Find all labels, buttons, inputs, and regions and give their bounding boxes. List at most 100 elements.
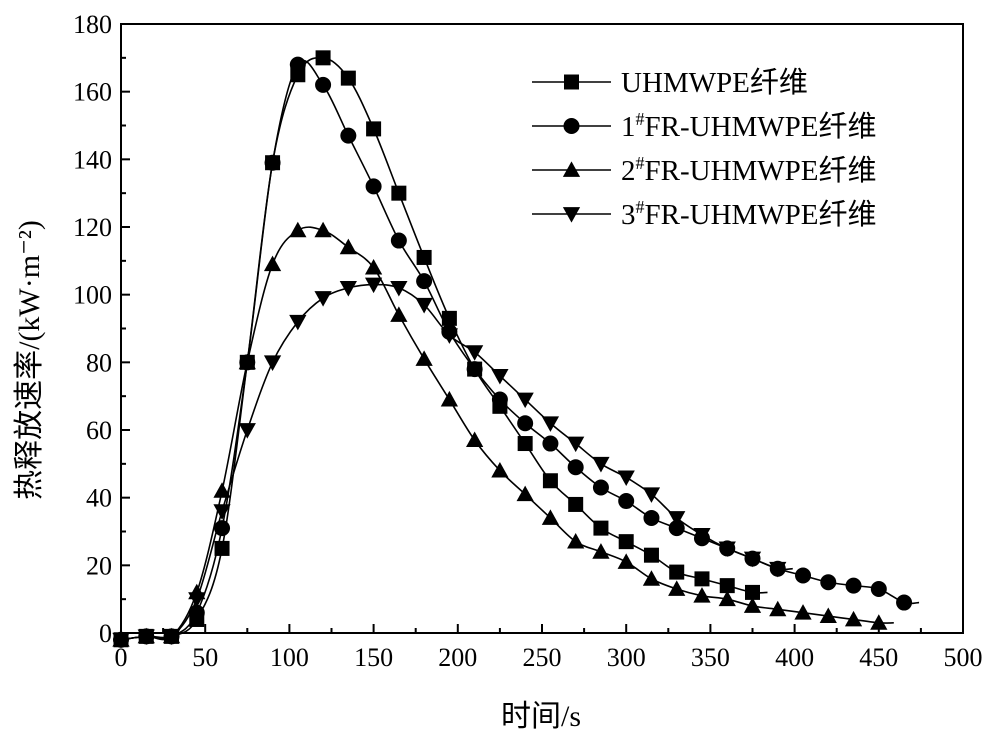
data-point — [617, 470, 635, 486]
y-tick-label: 100 — [73, 281, 112, 310]
data-point — [314, 221, 332, 238]
series-4 — [112, 277, 793, 649]
x-axis-title: 时间/s — [501, 700, 581, 733]
data-point — [541, 416, 560, 432]
data-point — [794, 604, 812, 620]
data-point — [643, 547, 659, 563]
data-point — [668, 511, 686, 527]
data-point — [642, 487, 661, 503]
data-point — [137, 629, 155, 646]
data-point — [213, 482, 231, 498]
data-point — [440, 390, 459, 407]
data-point — [743, 551, 762, 568]
data-point — [516, 392, 534, 409]
data-point — [289, 221, 307, 238]
data-point — [365, 178, 382, 195]
data-point — [364, 258, 383, 275]
data-point — [896, 594, 913, 611]
data-point — [466, 345, 484, 361]
data-point — [693, 527, 711, 544]
data-point — [112, 632, 130, 649]
legend-label: UHMWPE纤维 — [621, 66, 808, 99]
data-point — [339, 238, 357, 255]
data-point — [870, 581, 887, 598]
data-point — [188, 592, 206, 608]
data-point — [263, 255, 282, 272]
data-point — [669, 564, 685, 580]
y-tick-label: 0 — [99, 619, 112, 648]
legend-label: 3#FR-UHMWPE纤维 — [621, 197, 877, 231]
data-point — [390, 281, 408, 297]
legend-item-2: 1#FR-UHMWPE纤维 — [532, 109, 877, 143]
data-point — [542, 473, 558, 489]
data-point — [491, 368, 509, 385]
data-point — [315, 50, 331, 66]
data-point — [618, 493, 635, 510]
series-layer — [112, 50, 920, 649]
y-axis: 0 20 40 60 80 100 120 140 160 180 — [73, 10, 130, 648]
data-point — [592, 543, 610, 559]
data-point — [593, 520, 609, 536]
data-point — [391, 185, 407, 201]
data-point — [567, 459, 584, 476]
data-point — [238, 423, 256, 439]
data-point — [364, 277, 383, 294]
y-tick-label: 40 — [86, 484, 112, 513]
data-point — [845, 577, 862, 594]
data-point — [668, 580, 686, 596]
y-tick-label: 60 — [86, 416, 112, 445]
data-point — [618, 534, 634, 550]
y-tick-label: 140 — [73, 145, 112, 174]
data-point — [466, 431, 484, 448]
y-tick-label: 80 — [86, 348, 112, 377]
legend-label: 2#FR-UHMWPE纤维 — [621, 153, 877, 187]
data-point — [162, 629, 181, 646]
data-point — [415, 297, 433, 314]
data-point — [238, 353, 256, 370]
legend: UHMWPE纤维 1#FR-UHMWPE纤维 2#FR-UHMWPE纤维 3#FR-U… — [532, 66, 877, 231]
data-point — [491, 391, 508, 408]
data-point — [694, 571, 710, 587]
legend-item-1: UHMWPE纤维 — [532, 66, 808, 99]
data-point — [264, 154, 281, 171]
data-point — [844, 610, 863, 627]
data-point — [820, 574, 837, 591]
x-tick-label: 100 — [270, 643, 309, 672]
data-point — [440, 328, 459, 344]
legend-marker — [563, 118, 580, 134]
x-tick-label: 50 — [192, 643, 218, 672]
data-point — [568, 496, 584, 512]
legend-marker — [564, 74, 579, 90]
data-point — [390, 306, 408, 322]
data-point — [643, 509, 660, 526]
data-point — [517, 415, 534, 432]
y-tick-label: 120 — [73, 213, 112, 242]
data-point — [516, 485, 534, 502]
data-point — [415, 350, 433, 366]
data-point — [592, 479, 609, 496]
data-point — [819, 607, 837, 623]
data-point — [567, 533, 585, 549]
legend-label: 1#FR-UHMWPE纤维 — [621, 109, 877, 143]
data-point — [339, 281, 357, 297]
series-line — [120, 59, 920, 641]
data-point — [340, 127, 357, 144]
data-point — [870, 614, 888, 630]
y-tick-label: 180 — [73, 10, 112, 39]
data-point — [416, 249, 432, 265]
series-3 — [112, 221, 894, 647]
data-point — [592, 456, 610, 473]
legend-item-4: 3#FR-UHMWPE纤维 — [532, 197, 877, 231]
x-tick-label: 150 — [354, 643, 393, 672]
data-point — [314, 291, 332, 307]
data-point — [491, 461, 509, 478]
data-point — [263, 355, 282, 371]
data-point — [617, 553, 635, 569]
data-point — [340, 70, 356, 86]
data-point — [769, 561, 787, 578]
data-point — [289, 314, 307, 331]
x-axis: 0 50 100 150 200 250 300 350 400 450 500 — [115, 624, 983, 672]
legend-marker — [562, 207, 581, 223]
data-point — [213, 504, 231, 520]
